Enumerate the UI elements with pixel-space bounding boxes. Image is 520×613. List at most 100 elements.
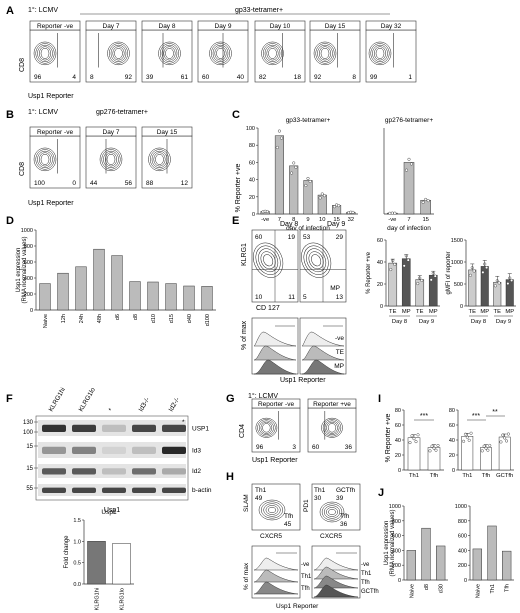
E2-ylabel: gMFI of reporter [446, 251, 452, 294]
panel-e-day9: Day 9 [327, 221, 345, 228]
C1-point [337, 204, 341, 208]
panel-j-letter: J [378, 487, 384, 499]
D-tick-label: 800 [24, 244, 33, 250]
E2-point [481, 270, 485, 274]
C1-point [322, 194, 326, 198]
panel-f-subtitle: Usp1 [104, 507, 120, 514]
D-bar [93, 248, 105, 311]
panel-f-lane-label: Id2-/- [168, 396, 182, 413]
panel-e-klrg1: KLRG1 [241, 243, 248, 266]
D-bar [39, 283, 51, 311]
J2-tick-label: 800 [458, 519, 467, 525]
panel-f-band [162, 446, 186, 454]
C1-tick-label: 20 [249, 195, 255, 201]
panel-f-band [42, 446, 66, 454]
C1-point [320, 192, 324, 196]
panel-f-band-label: Id3 [192, 447, 201, 454]
panel-f-band [162, 424, 186, 432]
panel-a-ylabel: CD8 [19, 58, 26, 72]
panel-b-plot-contour [106, 153, 116, 165]
panel-i-letter: I [378, 393, 381, 405]
panel-g-plot-contour [255, 417, 278, 438]
E2-tick-label: 1500 [451, 238, 463, 244]
C2-category-label: 7 [407, 217, 410, 223]
panel-e-cd127: CD 127 [256, 305, 280, 312]
panel-a-plot-right-value: 18 [294, 74, 302, 81]
J1-category-label: d30 [439, 584, 445, 593]
C2-xlabel: day of infection [387, 225, 431, 232]
panel-f-band [102, 487, 126, 493]
panel-e-day8-plot-q4: 11 [288, 294, 295, 301]
panel-h-hist-legend: -ve [301, 562, 310, 568]
C1-point [280, 136, 284, 140]
panel-e-hist-legend: -ve [335, 335, 344, 342]
J1-bar [421, 527, 431, 581]
panel-h-gctfh-value: 39 [336, 495, 344, 502]
I2-point [467, 438, 471, 442]
C2-point [410, 162, 414, 166]
E2-point [472, 269, 476, 273]
panel-a-plot-frame [29, 29, 81, 83]
E1-ylabel: % Reporter +ve [366, 251, 372, 294]
E2-group-label: Day 9 [496, 319, 511, 325]
J1-tick-label: 800 [392, 519, 401, 525]
panel-f-band [132, 424, 156, 432]
panel-a-xlabel: Usp1 Reporter [28, 93, 74, 100]
panel-b-plot-contour [99, 147, 123, 172]
panel-a-plot-contour [374, 46, 386, 61]
I2-point [463, 432, 467, 436]
panel-a-plot-left-value: 8 [90, 74, 94, 81]
I2-category-label: Tfh [482, 473, 490, 479]
panel-h-tfh-label: Tfh [284, 513, 294, 520]
panel-a-plot-contour [320, 47, 330, 59]
panel-e-day8-plot-contour [253, 242, 284, 278]
panel-g-plot-frame [307, 407, 357, 453]
D-category-label: Naive [43, 314, 49, 328]
panel-e-hist-curve [253, 359, 297, 375]
I2-point [480, 449, 484, 453]
panel-a-plot-contour [40, 47, 50, 59]
panel-a-plot-label: Day 15 [325, 23, 346, 30]
C2-point [390, 211, 394, 215]
panel-h-th1-value: 49 [255, 495, 263, 502]
D-category-label: 24h [79, 314, 85, 323]
J1-category-label: d8 [424, 584, 430, 590]
panel-a-plot-contour [112, 46, 125, 61]
panel-e-day9-plot-q3: 5 [303, 294, 307, 301]
panel-h-hist-legend: GCTfh [361, 589, 379, 595]
panel-h-gctfh-label: GCTfh [336, 487, 356, 494]
I1-point [414, 440, 418, 444]
panel-f-band-label: USP1 [192, 425, 209, 432]
J1-tick-label: 0 [398, 578, 401, 584]
I1-point [428, 449, 432, 453]
panel-d: D 0 200 400 600 800 1000 Naive 12h 24h 48h d6 d8 d10… [6, 215, 216, 328]
panel-b-plot-label: Day 7 [103, 129, 120, 136]
panel-h-plot1-contour [265, 505, 279, 515]
panel-g-plot-contour [326, 421, 338, 434]
C1-category-label: 8 [292, 217, 295, 223]
panel-f-lane-label: KLRG1hi [48, 387, 67, 413]
I2-point [505, 439, 509, 443]
panel-a-plot-contour [372, 44, 388, 62]
panel-i-sig-1: *** [420, 413, 428, 420]
I2-point [482, 444, 486, 448]
panel-h-hist-curve [313, 584, 359, 598]
I2-point [486, 448, 490, 452]
C1-category-label: 7 [278, 217, 281, 223]
panel-h-plot1-contour [258, 499, 286, 521]
panel-f-mw-marker: 15 [26, 444, 33, 450]
panel-a-plot-label-box [309, 20, 361, 31]
panel-h-th1b-label: Th1 [314, 487, 326, 494]
E2-point [468, 273, 472, 277]
panel-c-ylabel: % Reporter +ve [235, 163, 242, 212]
panel-b-plot-label: Day 15 [157, 129, 178, 136]
panel-e-day9-plot-contour [306, 248, 327, 273]
E1-tick-label: 40 [377, 260, 383, 266]
panel-a-plot-right-value: 92 [125, 74, 133, 81]
C2-point [421, 200, 425, 204]
E2-tick-label: 0 [460, 304, 463, 310]
E1-tick-label: 20 [377, 282, 383, 288]
panel-h-plot2-contour [321, 503, 343, 521]
panel-h-hist-curve [253, 569, 299, 583]
panel-a-plot-label: Day 9 [215, 23, 232, 30]
